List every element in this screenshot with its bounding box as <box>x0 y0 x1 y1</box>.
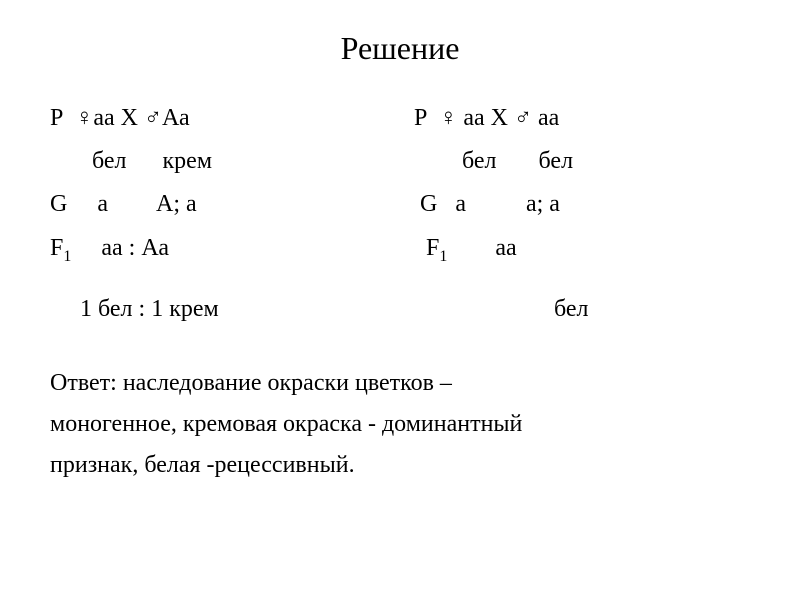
right-ratio: бел <box>414 296 750 323</box>
answer-line-3: признак, белая -рецессивный. <box>50 445 750 486</box>
crosses-container: Р ♀аа Х ♂Аа бел крем G а А; а F1 аа : Аа… <box>50 97 750 271</box>
left-gametes: G а А; а <box>50 183 365 226</box>
right-f1: F1 аа <box>414 227 750 272</box>
ratio-row: 1 бел : 1 крем бел <box>50 296 750 323</box>
left-f1: F1 аа : Аа <box>50 227 365 272</box>
left-f1-prefix: F <box>50 235 63 261</box>
left-ratio: 1 бел : 1 крем <box>50 296 365 323</box>
left-phenotype-labels: бел крем <box>50 140 365 183</box>
right-phenotype-labels: бел бел <box>414 140 750 183</box>
right-gametes: G а а; а <box>414 183 750 226</box>
left-f1-suffix: аа : Аа <box>71 235 169 261</box>
right-parent-line: Р ♀ аа Х ♂ аа <box>414 97 750 140</box>
answer-line-2: моногенное, кремовая окраска - доминантн… <box>50 404 750 445</box>
cross-right: Р ♀ аа Х ♂ аа бел бел G а а; а F1 аа <box>414 97 750 271</box>
left-parent-line: Р ♀аа Х ♂Аа <box>50 97 365 140</box>
answer-block: Ответ: наследование окраски цветков – мо… <box>50 363 750 485</box>
answer-line-1: Ответ: наследование окраски цветков – <box>50 363 750 404</box>
right-f1-prefix: F <box>414 235 439 261</box>
page-title: Решение <box>50 30 750 67</box>
cross-left: Р ♀аа Х ♂Аа бел крем G а А; а F1 аа : Аа <box>50 97 365 271</box>
right-f1-suffix: аа <box>447 235 516 261</box>
